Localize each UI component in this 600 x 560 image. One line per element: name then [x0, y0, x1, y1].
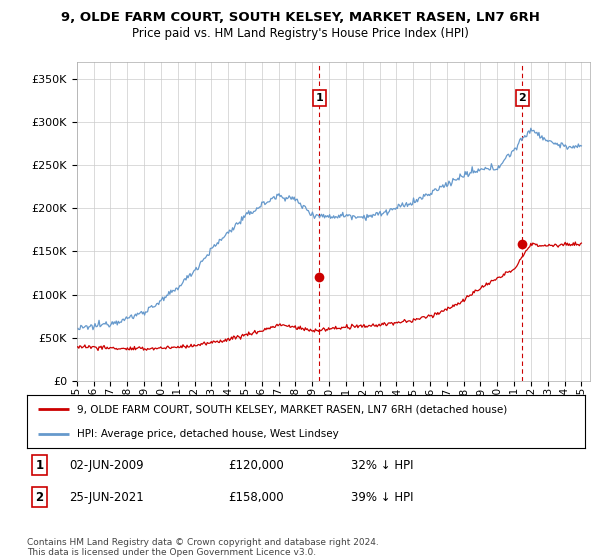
Text: 02-JUN-2009: 02-JUN-2009	[69, 459, 143, 472]
Text: Contains HM Land Registry data © Crown copyright and database right 2024.
This d: Contains HM Land Registry data © Crown c…	[27, 538, 379, 557]
Text: Price paid vs. HM Land Registry's House Price Index (HPI): Price paid vs. HM Land Registry's House …	[131, 27, 469, 40]
Text: 1: 1	[35, 459, 43, 472]
Text: £120,000: £120,000	[228, 459, 284, 472]
Text: 32% ↓ HPI: 32% ↓ HPI	[350, 459, 413, 472]
Text: 9, OLDE FARM COURT, SOUTH KELSEY, MARKET RASEN, LN7 6RH: 9, OLDE FARM COURT, SOUTH KELSEY, MARKET…	[61, 11, 539, 24]
Text: £158,000: £158,000	[228, 491, 284, 504]
Text: 1: 1	[316, 93, 323, 103]
Text: 39% ↓ HPI: 39% ↓ HPI	[350, 491, 413, 504]
Text: 2: 2	[518, 93, 526, 103]
Text: 9, OLDE FARM COURT, SOUTH KELSEY, MARKET RASEN, LN7 6RH (detached house): 9, OLDE FARM COURT, SOUTH KELSEY, MARKET…	[77, 404, 508, 414]
Text: 25-JUN-2021: 25-JUN-2021	[69, 491, 143, 504]
Text: HPI: Average price, detached house, West Lindsey: HPI: Average price, detached house, West…	[77, 428, 339, 438]
Text: 2: 2	[35, 491, 43, 504]
